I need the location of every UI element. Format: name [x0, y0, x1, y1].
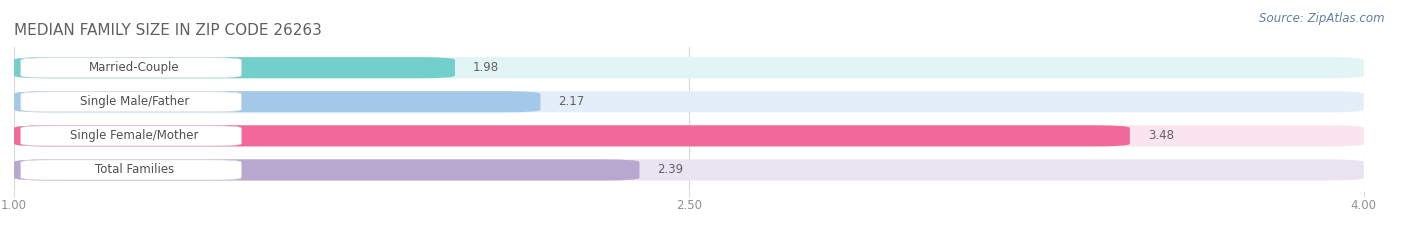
Text: Single Male/Father: Single Male/Father: [80, 95, 188, 108]
FancyBboxPatch shape: [21, 58, 242, 78]
FancyBboxPatch shape: [14, 91, 540, 112]
FancyBboxPatch shape: [14, 57, 1364, 78]
FancyBboxPatch shape: [14, 125, 1130, 146]
Text: Married-Couple: Married-Couple: [89, 61, 180, 74]
Text: 2.39: 2.39: [658, 163, 683, 176]
Text: 2.17: 2.17: [558, 95, 585, 108]
Text: Total Families: Total Families: [94, 163, 174, 176]
Text: 1.98: 1.98: [472, 61, 499, 74]
Text: 3.48: 3.48: [1147, 129, 1174, 142]
Text: MEDIAN FAMILY SIZE IN ZIP CODE 26263: MEDIAN FAMILY SIZE IN ZIP CODE 26263: [14, 24, 322, 38]
Text: Source: ZipAtlas.com: Source: ZipAtlas.com: [1260, 12, 1385, 25]
FancyBboxPatch shape: [14, 159, 1364, 181]
FancyBboxPatch shape: [21, 126, 242, 146]
FancyBboxPatch shape: [21, 160, 242, 180]
Text: Single Female/Mother: Single Female/Mother: [70, 129, 198, 142]
FancyBboxPatch shape: [21, 92, 242, 112]
FancyBboxPatch shape: [14, 159, 640, 181]
FancyBboxPatch shape: [14, 91, 1364, 112]
FancyBboxPatch shape: [14, 125, 1364, 146]
FancyBboxPatch shape: [14, 57, 456, 78]
